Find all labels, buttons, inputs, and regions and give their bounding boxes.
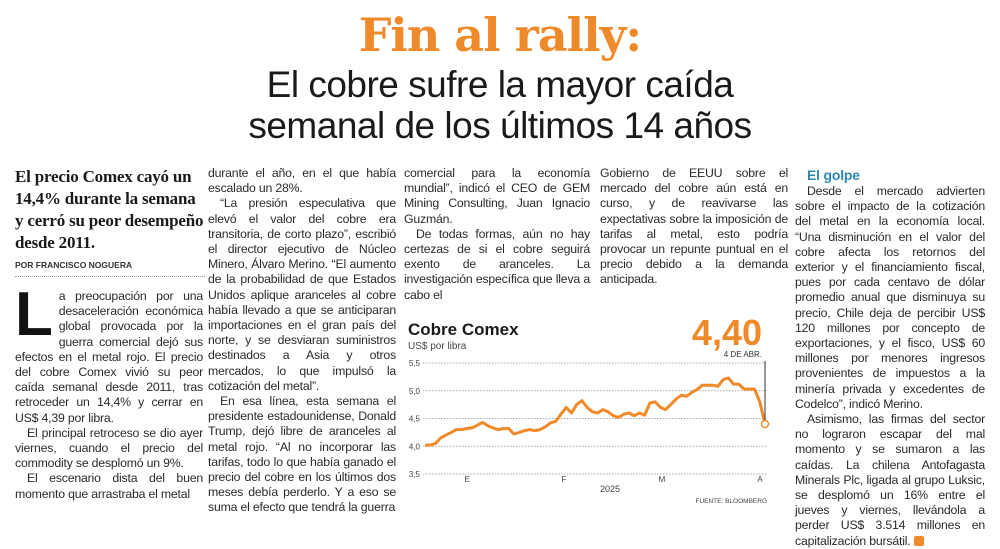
chart-title: Cobre Comex	[408, 320, 519, 339]
paragraph-text: a preocupación por una desaceleración ec…	[15, 289, 203, 425]
column-5: El golpe Desde el mercado advierten sobr…	[795, 166, 985, 549]
headline-line-2: semanal de los últimos 14 años	[248, 105, 752, 146]
column-4: Gobierno de EEUU sobre el mercado del co…	[600, 166, 788, 303]
y-tick-label: 4,5	[409, 414, 421, 423]
x-tick-label: A	[757, 475, 763, 484]
paragraph: Asimismo, las firmas del sector no logra…	[795, 412, 985, 549]
y-tick-label: 4,0	[409, 442, 421, 451]
paragraph: durante el año, en el que había escalado…	[208, 166, 396, 196]
column-2: durante el año, en el que había escalado…	[208, 166, 396, 516]
headline: El cobre sufre la mayor caída semanal de…	[0, 64, 1000, 146]
deck: El precio Comex cayó un 14,4% durante la…	[15, 167, 204, 252]
chart-ylabel: US$ por libra	[408, 341, 467, 352]
paragraph: El principal retroceso se dio ayer viern…	[15, 425, 203, 471]
middle-block: comercial para la economía mundial”, ind…	[404, 166, 788, 509]
headline-line-1: El cobre sufre la mayor caída	[266, 64, 734, 105]
kicker: Fin al rally:	[358, 8, 643, 62]
price-line	[425, 376, 767, 447]
x-tick-label: M	[659, 475, 666, 484]
paragraph: En esa línea, esta semana el presidente …	[208, 394, 396, 515]
paragraph: El escenario dista del buen momento que …	[15, 471, 203, 501]
y-tick-label: 5,5	[409, 359, 421, 368]
paragraph: Desde el mercado advierten sobre el impa…	[795, 184, 985, 411]
subhead: El golpe	[807, 167, 860, 183]
highlight-value: 4,40	[692, 312, 762, 353]
x-tick-label: F	[562, 475, 567, 484]
highlight-date: 4 DE ABR.	[724, 350, 762, 359]
paragraph: “La presión especulativa que elevó el va…	[208, 196, 396, 393]
paragraph-text: Asimismo, las firmas del sector no logra…	[795, 412, 985, 548]
paragraph: comercial para la economía mundial”, ind…	[404, 166, 590, 226]
y-tick-label: 3,5	[409, 470, 421, 479]
y-tick-label: 5,0	[409, 387, 421, 396]
byline: POR FRANCISCO NOGUERA	[15, 260, 205, 277]
column-3: comercial para la economía mundial”, ind…	[404, 166, 590, 303]
paragraph: De todas formas, aún no hay certezas de …	[404, 226, 590, 302]
x-tick-label: E	[464, 475, 469, 484]
left-column: El precio Comex cayó un 14,4% durante la…	[15, 166, 205, 502]
chart-xlabel: 2025	[600, 484, 620, 494]
end-mark-icon	[913, 536, 924, 547]
drop-cap: L	[15, 280, 53, 349]
copper-price-chart: Cobre Comex US$ por libra 4,40 4 DE ABR.…	[408, 312, 770, 505]
last-point-marker	[760, 419, 770, 429]
paragraph: Gobierno de EEUU sobre el mercado del co…	[600, 166, 788, 287]
chart-source: FUENTE: BLOOMBERG	[695, 498, 767, 505]
